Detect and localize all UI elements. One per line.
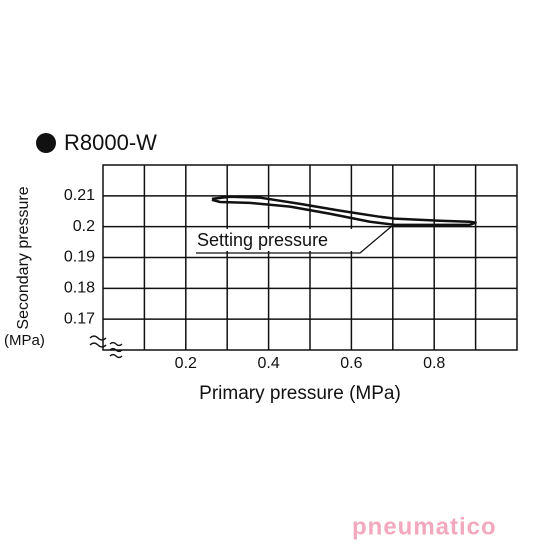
y-axis-label: Secondary pressure: [15, 186, 32, 329]
x-tick-label: 0.4: [257, 355, 279, 372]
x-tick-label: 0.6: [340, 355, 362, 372]
watermark: pneumatico: [352, 513, 497, 540]
data-line: [211, 195, 477, 227]
y-axis-unit: (MPa): [4, 332, 45, 349]
x-tick-label: 0.8: [423, 355, 445, 372]
y-tick-label: 0.21: [64, 187, 95, 204]
title-bullet: [36, 133, 56, 153]
axis-break: [89, 335, 123, 359]
y-tick-label: 0.2: [73, 218, 95, 235]
y-tick-label: 0.19: [64, 249, 95, 266]
y-tick-label: 0.18: [64, 280, 95, 297]
x-tick-label: 0.2: [175, 355, 197, 372]
annotation-bg: [194, 229, 360, 251]
annotation-leader: [196, 225, 393, 254]
annotation: Setting pressure: [197, 230, 328, 250]
y-tick-label: 0.17: [64, 310, 95, 327]
chart-title: R8000-W: [64, 130, 157, 155]
x-axis-label: Primary pressure (MPa): [199, 383, 401, 404]
